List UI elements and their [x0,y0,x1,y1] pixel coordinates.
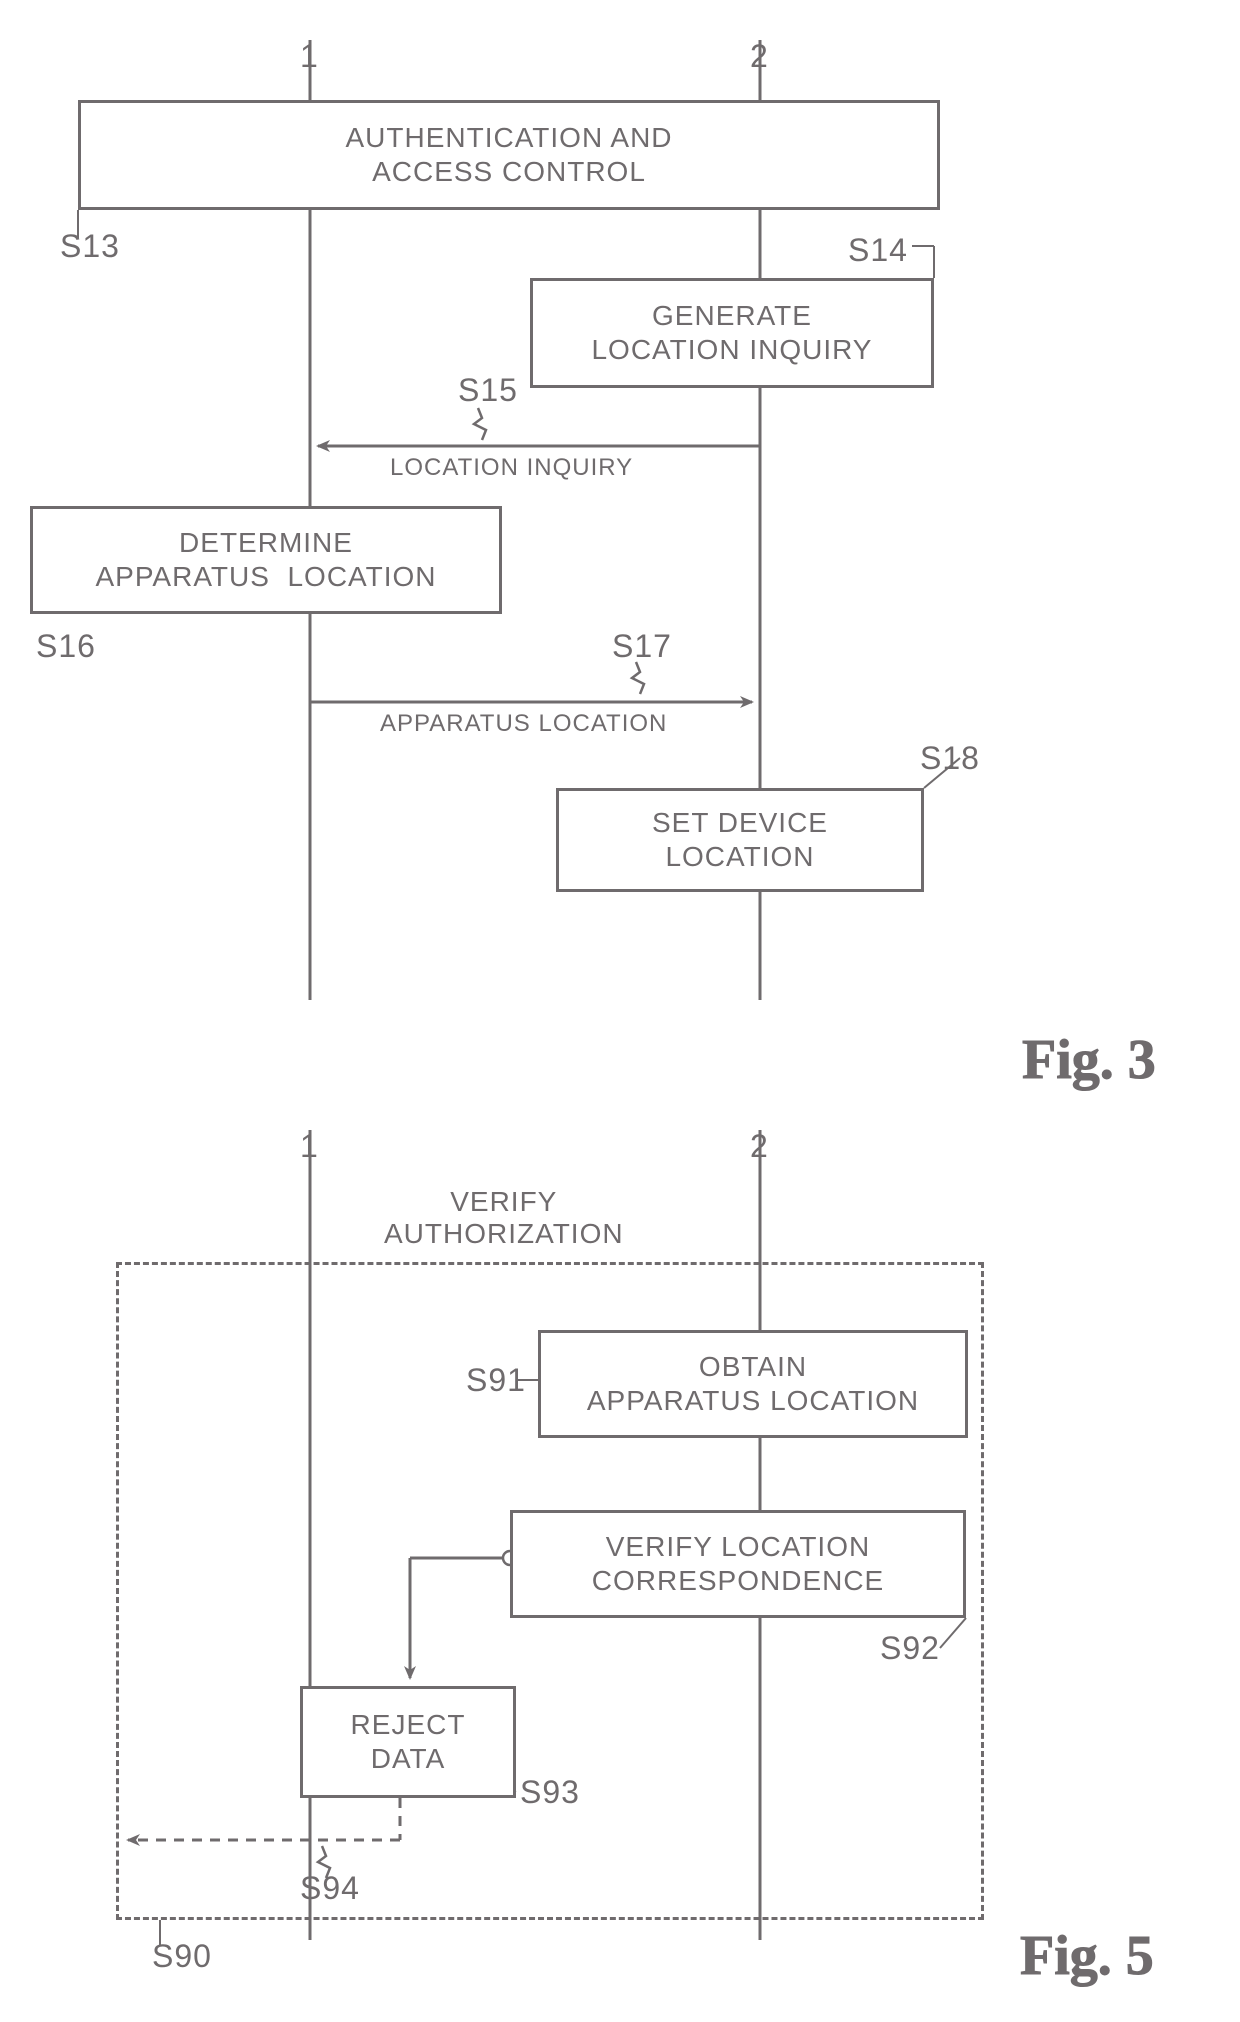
fig5-caption: Fig. 5 [1020,1924,1154,1988]
dashed-title: VERIFY AUTHORIZATION [384,1186,624,1250]
fig3-lane1-label: 1 [300,38,319,75]
label-s93: S93 [520,1774,580,1811]
msg-label-app-loc: APPARATUS LOCATION [380,710,667,738]
label-s17: S17 [612,628,672,665]
box-determine-location: DETERMINE APPARATUS LOCATION [30,506,502,614]
box-obtain-location: OBTAIN APPARATUS LOCATION [538,1330,968,1438]
box-obtain-text: OBTAIN APPARATUS LOCATION [587,1350,919,1417]
box-det-text: DETERMINE APPARATUS LOCATION [95,526,436,593]
label-s18: S18 [920,740,980,777]
fig3-caption: Fig. 3 [1022,1028,1156,1092]
msg-label-loc-inq: LOCATION INQUIRY [390,454,633,482]
label-s92: S92 [880,1630,940,1667]
label-s94: S94 [300,1870,360,1907]
label-s90: S90 [152,1938,212,1975]
box-set-text: SET DEVICE LOCATION [652,806,828,873]
fig3-lane2-label: 2 [750,38,769,75]
box-auth-text: AUTHENTICATION AND ACCESS CONTROL [345,121,672,188]
box-verify-text: VERIFY LOCATION CORRESPONDENCE [592,1530,884,1597]
fig5-lane1-label: 1 [300,1128,319,1165]
box-reject-text: REJECT DATA [351,1708,466,1775]
fig5-lane2-label: 2 [750,1128,769,1165]
label-s14: S14 [848,232,908,269]
label-s15: S15 [458,372,518,409]
box-set-device-location: SET DEVICE LOCATION [556,788,924,892]
label-s91: S91 [466,1362,526,1399]
box-generate-inquiry: GENERATE LOCATION INQUIRY [530,278,934,388]
label-s16: S16 [36,628,96,665]
box-reject-data: REJECT DATA [300,1686,516,1798]
box-verify-correspondence: VERIFY LOCATION CORRESPONDENCE [510,1510,966,1618]
box-auth-access: AUTHENTICATION AND ACCESS CONTROL [78,100,940,210]
label-s13: S13 [60,228,120,265]
box-gen-text: GENERATE LOCATION INQUIRY [591,299,872,366]
